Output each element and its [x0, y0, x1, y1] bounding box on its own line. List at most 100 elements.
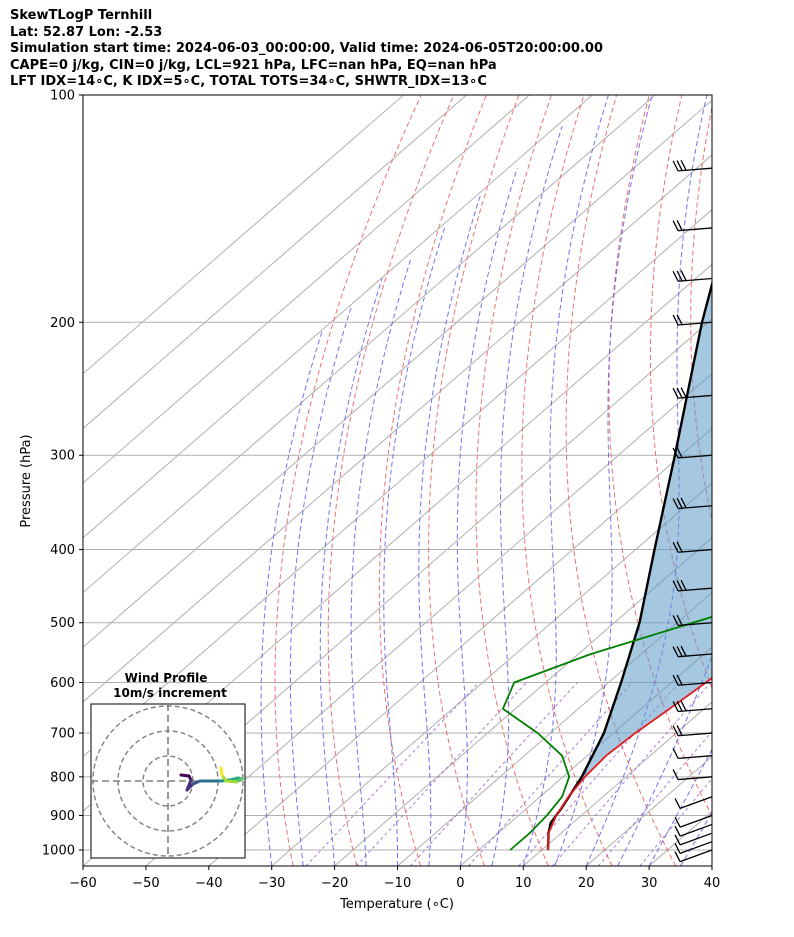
wind-barb	[672, 748, 713, 760]
hodograph-segment	[219, 766, 224, 777]
times-line: Simulation start time: 2024-06-03_00:00:…	[10, 41, 603, 56]
dry-adiabat	[730, 95, 794, 866]
y-tick-label: 200	[50, 316, 75, 331]
mixing-ratio-line	[410, 682, 578, 866]
moist-adiabat	[260, 330, 323, 866]
isotherm	[83, 154, 712, 703]
y-tick-label: 600	[50, 676, 75, 691]
mixing-ratio-line	[639, 777, 712, 866]
x-tick-label: −10	[384, 876, 411, 891]
mixing-ratio-line	[598, 730, 712, 866]
indices-line-2: LFT IDX=14∘C, K IDX=5∘C, TOTAL TOTS=34∘C…	[10, 74, 487, 89]
isotherm	[522, 701, 712, 866]
wind-barb	[672, 725, 713, 737]
wind-barb	[672, 387, 713, 399]
wind-barb	[674, 832, 713, 846]
wind-barb	[672, 769, 713, 781]
moist-adiabat	[522, 95, 609, 866]
x-tick-label: 40	[704, 876, 721, 891]
moist-adiabat	[350, 259, 412, 866]
x-tick-label: −30	[258, 876, 285, 891]
wind-barb	[672, 579, 713, 592]
mixing-ratio-line	[355, 682, 527, 866]
dry-adiabat	[274, 95, 422, 866]
y-tick-label: 100	[50, 89, 75, 104]
wind-barb	[672, 497, 713, 510]
mixing-ratio-line	[305, 682, 480, 866]
dry-adiabat	[428, 95, 520, 866]
y-tick-label: 800	[50, 770, 75, 785]
y-tick-label: 900	[50, 809, 75, 824]
chart-title: SkewTLogP Ternhill	[10, 8, 153, 23]
inset-subtitle: 10m/s increment	[113, 686, 227, 700]
wind-barb	[672, 700, 713, 713]
x-axis-label: Temperature (∘C)	[339, 897, 454, 912]
isotherm	[83, 95, 467, 430]
wind-barb	[672, 541, 713, 553]
moist-adiabat	[289, 305, 353, 866]
wind-barb	[672, 447, 713, 459]
dry-adiabat	[475, 95, 552, 866]
hodograph-segment	[224, 779, 238, 784]
isotherm	[83, 95, 656, 594]
mixing-ratio-line	[468, 682, 633, 866]
wind-barb	[674, 849, 713, 863]
moist-adiabat	[418, 193, 482, 866]
isotherm	[271, 482, 712, 866]
isotherm	[83, 95, 404, 375]
y-tick-label: 500	[50, 616, 75, 631]
wind-barb	[672, 220, 713, 232]
moist-adiabat	[319, 278, 383, 866]
isotherm	[397, 591, 712, 866]
x-tick-label: −20	[321, 876, 348, 891]
y-tick-label: 300	[50, 449, 75, 464]
x-tick-label: 10	[515, 876, 532, 891]
wind-barb	[674, 814, 713, 828]
wind-barb	[674, 823, 713, 837]
indices-line-1: CAPE=0 j/kg, CIN=0 j/kg, LCL=921 hPa, LF…	[10, 57, 497, 73]
moist-adiabat	[711, 865, 712, 866]
dry-adiabat	[327, 95, 455, 866]
moist-adiabat	[491, 126, 563, 866]
chart-header: SkewTLogP Ternhill Lat: 52.87 Lon: -2.53…	[10, 8, 790, 91]
wind-barb	[672, 159, 713, 172]
isotherm	[145, 373, 712, 866]
wind-barb	[674, 841, 713, 854]
dewpoint-line	[502, 615, 712, 851]
dry-adiabat	[521, 95, 613, 866]
y-tick-label: 400	[50, 543, 75, 558]
y-axis-label: Pressure (hPa)	[19, 434, 34, 527]
isotherm	[334, 537, 712, 866]
location-line: Lat: 52.87 Lon: -2.53	[10, 24, 163, 40]
dry-adiabat	[649, 95, 712, 690]
isotherm	[83, 95, 593, 539]
x-tick-label: 20	[578, 876, 595, 891]
dry-adiabat	[378, 95, 487, 866]
inset-title: Wind Profile	[125, 671, 208, 685]
x-tick-label: −50	[132, 876, 159, 891]
y-tick-label: 1000	[42, 844, 75, 859]
wind-barb	[672, 270, 713, 282]
temperature-line	[547, 677, 712, 851]
parcel-line	[546, 279, 712, 851]
dry-adiabat	[565, 95, 677, 866]
wind-profile-inset: Wind Profile 10m/s increment	[90, 671, 246, 859]
x-tick-label: −40	[195, 876, 222, 891]
wind-barb	[672, 314, 713, 326]
wind-barb	[674, 796, 713, 809]
x-tick-label: −60	[69, 876, 96, 891]
isotherm	[711, 865, 712, 866]
wind-barb	[672, 614, 713, 627]
wind-barb	[672, 674, 713, 686]
isotherm	[83, 95, 530, 484]
dry-adiabat	[768, 95, 794, 866]
moist-adiabat	[554, 95, 653, 866]
x-tick-label: 30	[641, 876, 658, 891]
moist-adiabat	[456, 168, 518, 866]
mixing-ratio-line	[551, 682, 711, 866]
isotherm	[83, 99, 712, 648]
isotherm	[460, 646, 712, 866]
wind-barb	[672, 645, 713, 658]
x-tick-label: 0	[456, 876, 464, 891]
